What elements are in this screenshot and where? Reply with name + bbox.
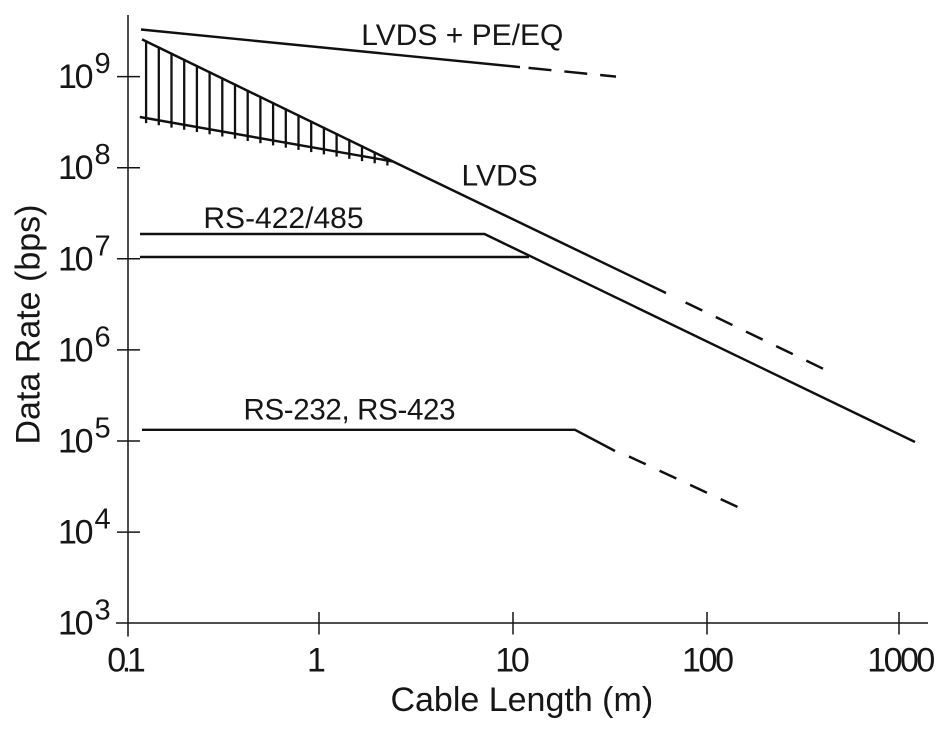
svg-text:7: 7 [95,230,111,262]
svg-text:10: 10 [58,331,94,369]
svg-text:Data Rate (bps): Data Rate (bps) [10,205,48,445]
svg-text:RS-422/485: RS-422/485 [203,202,363,235]
svg-text:1: 1 [307,642,326,680]
svg-text:100: 100 [682,642,734,680]
svg-text:10: 10 [58,58,94,96]
svg-text:10: 10 [58,240,94,278]
svg-text:Cable Length (m): Cable Length (m) [390,681,653,719]
svg-text:3: 3 [95,595,111,627]
svg-text:RS-232, RS-423: RS-232, RS-423 [244,394,456,427]
svg-text:LVDS: LVDS [462,160,538,193]
svg-text:10: 10 [58,514,94,552]
svg-text:4: 4 [95,504,111,536]
svg-text:10: 10 [495,642,530,680]
svg-text:5: 5 [95,413,111,445]
svg-text:8: 8 [95,139,111,171]
svg-text:10: 10 [58,149,94,187]
svg-text:10: 10 [58,423,94,461]
svg-text:1000: 1000 [867,642,935,680]
svg-text:0.1: 0.1 [107,642,146,680]
svg-text:10: 10 [58,605,94,643]
svg-text:6: 6 [95,321,111,353]
svg-text:LVDS + PE/EQ: LVDS + PE/EQ [361,19,563,52]
svg-text:9: 9 [95,48,111,80]
